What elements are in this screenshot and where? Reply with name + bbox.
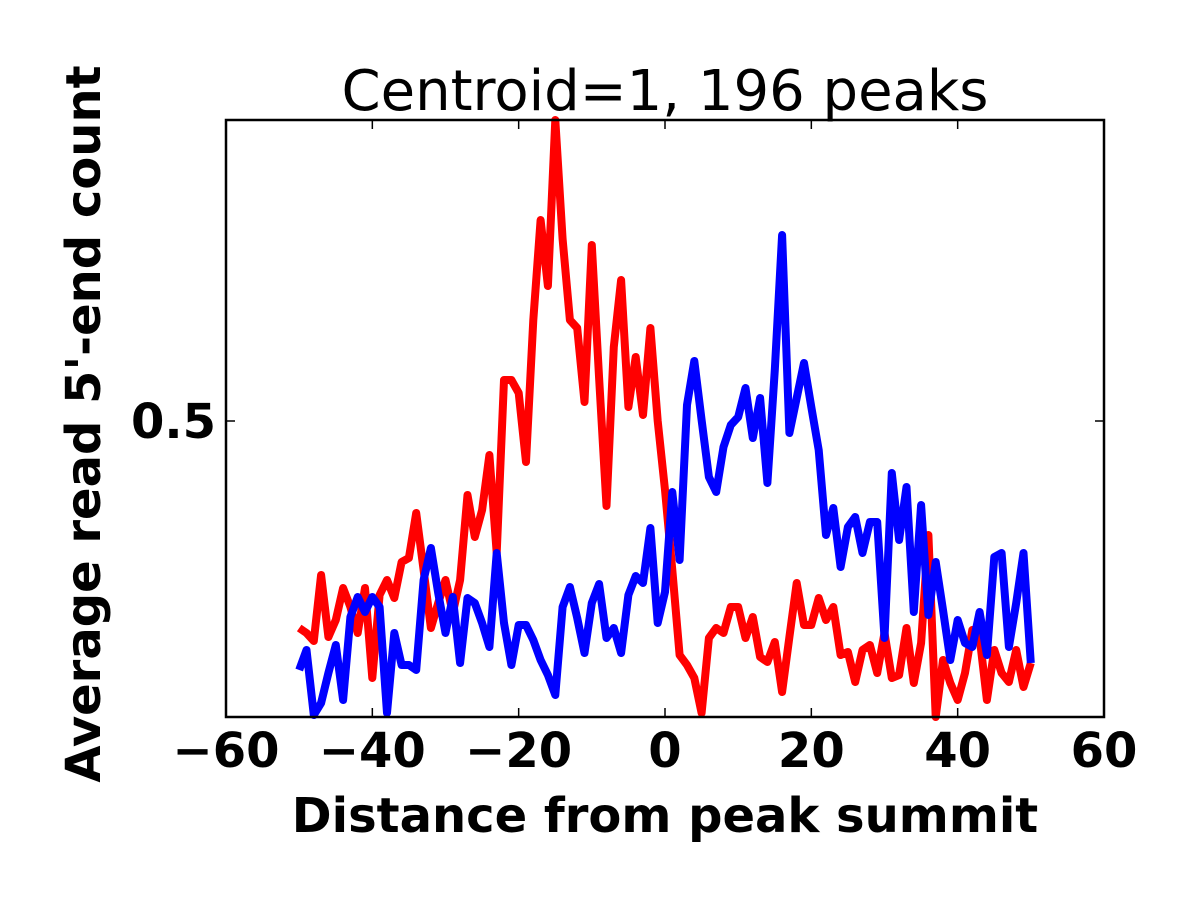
x-tick-label: 20 [778, 723, 845, 779]
x-tick-label: 0 [648, 723, 681, 779]
tick-layer: −60 −40 −20 0 20 40 60 0.5 [131, 120, 1137, 779]
y-axis-label: Average read 5'-end count [56, 65, 112, 782]
y-tick-label: 0.5 [131, 394, 216, 450]
series-line-red [296, 116, 1035, 721]
x-tick-label: −40 [319, 723, 426, 779]
x-axis-label: Distance from peak summit [292, 788, 1038, 844]
series-line-blue [295, 231, 1035, 719]
series-layer [295, 116, 1035, 721]
x-tick-label: 40 [924, 723, 991, 779]
x-tick-label: −60 [172, 723, 279, 779]
x-tick-label: −20 [465, 723, 572, 779]
chart-title: Centroid=1, 196 peaks [342, 59, 989, 124]
x-tick-label: 60 [1071, 723, 1138, 779]
